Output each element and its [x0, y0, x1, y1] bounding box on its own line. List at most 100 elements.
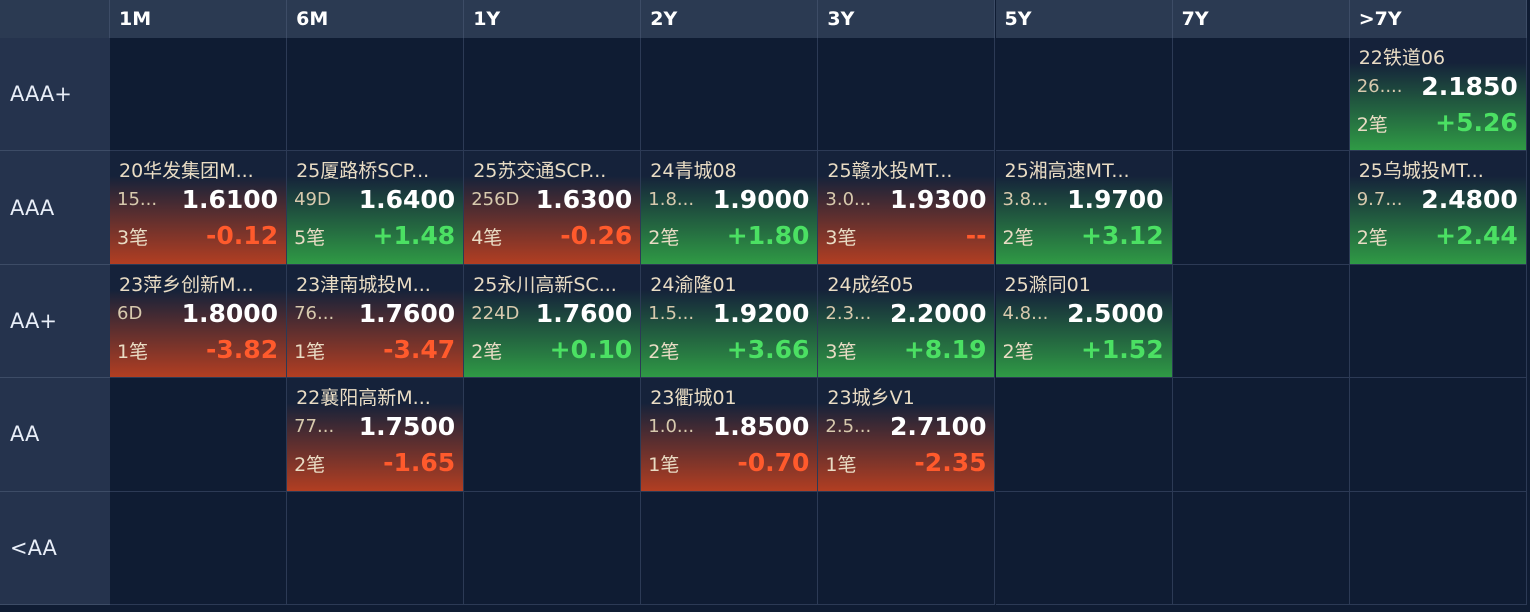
price: 2.2000 — [890, 298, 987, 328]
term: 77... — [294, 416, 335, 438]
price: 1.6300 — [535, 185, 633, 215]
grid-cell[interactable]: 24渝隆01 1.5... 1.9200 2笔 +3.66 — [641, 264, 819, 379]
corner-header — [0, 0, 110, 38]
grid-cell[interactable]: 25永川高新SC... 224D 1.7600 2笔 +0.10 — [464, 264, 642, 379]
grid-cell — [1172, 38, 1350, 152]
term: 26.... — [1356, 76, 1403, 97]
term: 76... — [294, 302, 335, 324]
price: 2.1850 — [1421, 72, 1518, 101]
grid-cell[interactable]: 20华发集团M... 15... 1.6100 3笔 -0.12 — [110, 151, 288, 265]
grid-cell — [110, 491, 288, 605]
grid-cell — [641, 38, 819, 152]
term: 6D — [117, 302, 143, 324]
bond-name: 22襄阳高新M... — [296, 387, 431, 410]
bond-name: 22铁道06 — [1358, 47, 1446, 69]
row-label: AA+ — [0, 264, 110, 379]
trade-count: 1笔 — [648, 454, 680, 477]
grid-cell — [110, 38, 288, 152]
change: -0.26 — [560, 221, 633, 251]
grid-cell — [1172, 378, 1350, 492]
column-header: >7Y — [1349, 0, 1527, 38]
grid-cell — [287, 38, 465, 152]
grid-cell[interactable]: 25赣水投MT... 3.0... 1.9300 3笔 -- — [818, 151, 996, 265]
bond-name: 25赣水投MT... — [827, 160, 953, 183]
grid-cell[interactable]: 25厦路桥SCP... 49D 1.6400 5笔 +1.48 — [287, 151, 465, 265]
grid-cell[interactable]: 25苏交通SCP... 256D 1.6300 4笔 -0.26 — [464, 151, 642, 265]
grid-cell — [1349, 378, 1527, 492]
grid-cell[interactable]: 25湘高速MT... 3.8... 1.9700 2笔 +3.12 — [995, 151, 1173, 265]
grid-cell — [995, 491, 1173, 605]
price: 2.5000 — [1067, 298, 1164, 328]
term: 2.5... — [825, 416, 872, 438]
column-header: 5Y — [995, 0, 1173, 38]
grid-cell — [464, 378, 642, 492]
grid-cell[interactable]: 23萍乡创新M... 6D 1.8000 1笔 -3.82 — [110, 264, 288, 379]
price: 1.8500 — [712, 412, 810, 442]
bond-name: 25厦路桥SCP... — [296, 160, 430, 183]
grid-cell[interactable]: 24青城08 1.8... 1.9000 2笔 +1.80 — [641, 151, 819, 265]
grid-cell[interactable]: 25乌城投MT... 9.7... 2.4800 2笔 +2.44 — [1349, 151, 1527, 265]
grid-cell[interactable]: 25滁同01 4.8... 2.5000 2笔 +1.52 — [995, 264, 1173, 379]
term: 2.3... — [825, 302, 872, 324]
grid-cell — [1172, 151, 1350, 265]
trade-count: 3笔 — [825, 340, 857, 363]
bond-name: 23衢城01 — [650, 387, 737, 410]
column-header: 6M — [287, 0, 465, 38]
trade-count: 2笔 — [1002, 227, 1034, 250]
price: 1.7600 — [535, 298, 633, 328]
price: 2.4800 — [1421, 185, 1518, 215]
trade-count: 1笔 — [825, 454, 857, 477]
grid-cell[interactable]: 22襄阳高新M... 77... 1.7500 2笔 -1.65 — [287, 378, 465, 492]
change: -3.47 — [383, 334, 456, 364]
term: 15... — [117, 189, 158, 211]
price: 1.9200 — [712, 298, 810, 328]
price: 1.6100 — [181, 185, 279, 215]
price: 1.8000 — [181, 298, 279, 328]
change: -- — [965, 221, 987, 251]
trade-count: 2笔 — [648, 227, 680, 250]
row-label: AAA — [0, 151, 110, 265]
price: 1.7500 — [358, 412, 456, 442]
term: 1.8... — [648, 189, 695, 211]
column-header: 7Y — [1172, 0, 1350, 38]
grid-cell[interactable]: 22铁道06 26.... 2.1850 2笔 +5.26 — [1349, 38, 1527, 152]
trade-count: 2笔 — [648, 340, 680, 363]
bond-name: 23城乡V1 — [827, 387, 915, 410]
term: 49D — [294, 189, 331, 211]
change: -0.12 — [206, 221, 279, 251]
bond-name: 25永川高新SC... — [473, 273, 617, 296]
price: 1.9000 — [712, 185, 810, 215]
change: +0.10 — [549, 334, 633, 364]
trade-count: 2笔 — [1356, 227, 1388, 250]
trade-count: 3笔 — [117, 227, 149, 250]
bond-name: 25乌城投MT... — [1358, 160, 1484, 183]
grid-cell[interactable]: 23衢城01 1.0... 1.8500 1笔 -0.70 — [641, 378, 819, 492]
grid-cell[interactable]: 23城乡V1 2.5... 2.7100 1笔 -2.35 — [818, 378, 996, 492]
term: 1.5... — [648, 302, 695, 324]
change: +1.80 — [726, 221, 810, 251]
grid-cell — [818, 38, 996, 152]
trade-count: 5笔 — [294, 227, 326, 250]
term: 9.7... — [1356, 189, 1403, 211]
trade-count: 2笔 — [1002, 340, 1034, 363]
grid-cell — [1349, 264, 1527, 379]
grid-cell — [1349, 491, 1527, 605]
change: -0.70 — [737, 448, 810, 478]
grid-cell — [641, 491, 819, 605]
row-label: AA — [0, 378, 110, 492]
term: 3.0... — [825, 189, 872, 211]
change: +1.52 — [1080, 334, 1164, 364]
grid-cell[interactable]: 23津南城投M... 76... 1.7600 1笔 -3.47 — [287, 264, 465, 379]
price: 1.7600 — [358, 298, 456, 328]
change: -3.82 — [206, 334, 279, 364]
bond-name: 24渝隆01 — [650, 273, 737, 296]
bond-name: 24青城08 — [650, 160, 737, 183]
grid-cell[interactable]: 24成经05 2.3... 2.2000 3笔 +8.19 — [818, 264, 996, 379]
trade-count: 1笔 — [117, 340, 149, 363]
term: 4.8... — [1002, 302, 1049, 324]
grid-cell — [995, 38, 1173, 152]
term: 1.0... — [648, 416, 695, 438]
row-label: <AA — [0, 491, 110, 605]
price: 2.7100 — [890, 412, 987, 442]
